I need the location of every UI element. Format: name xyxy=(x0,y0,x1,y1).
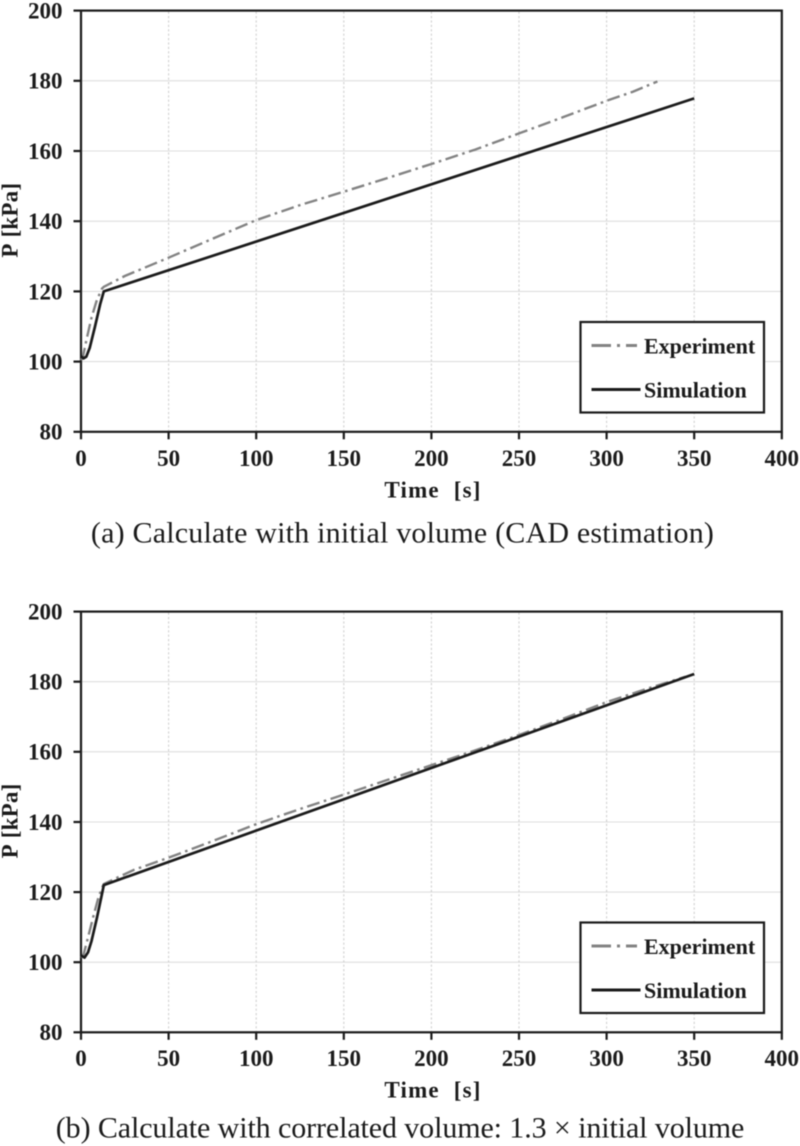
svg-text:0: 0 xyxy=(75,1046,87,1071)
svg-text:120: 120 xyxy=(28,279,63,304)
svg-text:350: 350 xyxy=(677,1046,712,1071)
svg-text:100: 100 xyxy=(239,1046,274,1071)
svg-text:Experiment: Experiment xyxy=(644,334,756,359)
svg-text:Simulation: Simulation xyxy=(644,378,747,403)
svg-text:140: 140 xyxy=(28,209,63,234)
svg-text:80: 80 xyxy=(40,420,63,445)
svg-text:160: 160 xyxy=(28,740,63,765)
svg-text:200: 200 xyxy=(28,600,63,625)
svg-text:180: 180 xyxy=(28,69,63,94)
svg-text:300: 300 xyxy=(589,446,624,471)
svg-text:100: 100 xyxy=(28,950,63,975)
svg-text:100: 100 xyxy=(28,350,63,375)
svg-text:180: 180 xyxy=(28,670,63,695)
svg-text:50: 50 xyxy=(157,446,180,471)
svg-text:160: 160 xyxy=(28,139,63,164)
svg-text:(a) Calculate with initial vol: (a) Calculate with initial volume (CAD e… xyxy=(91,517,714,550)
svg-text:(b) Calculate with correlated: (b) Calculate with correlated volume: 1.… xyxy=(56,1112,744,1145)
svg-text:150: 150 xyxy=(327,1046,362,1071)
svg-text:400: 400 xyxy=(765,446,800,471)
svg-text:400: 400 xyxy=(765,1046,800,1071)
svg-text:Time [s]: Time [s] xyxy=(384,1078,481,1103)
svg-text:250: 250 xyxy=(502,446,537,471)
svg-text:140: 140 xyxy=(28,810,63,835)
svg-text:200: 200 xyxy=(28,0,63,24)
svg-text:200: 200 xyxy=(414,446,449,471)
svg-text:0: 0 xyxy=(75,446,87,471)
svg-text:200: 200 xyxy=(414,1046,449,1071)
svg-text:150: 150 xyxy=(327,446,362,471)
svg-text:P [kPa]: P [kPa] xyxy=(0,183,23,258)
svg-text:P [kPa]: P [kPa] xyxy=(0,784,23,859)
svg-text:300: 300 xyxy=(589,1046,624,1071)
svg-text:80: 80 xyxy=(40,1020,63,1045)
svg-text:100: 100 xyxy=(239,446,274,471)
svg-text:250: 250 xyxy=(502,1046,537,1071)
svg-text:350: 350 xyxy=(677,446,712,471)
svg-text:Simulation: Simulation xyxy=(644,978,747,1003)
svg-text:120: 120 xyxy=(28,880,63,905)
svg-text:50: 50 xyxy=(157,1046,180,1071)
svg-text:Experiment: Experiment xyxy=(644,934,756,959)
svg-text:Time [s]: Time [s] xyxy=(384,478,481,503)
